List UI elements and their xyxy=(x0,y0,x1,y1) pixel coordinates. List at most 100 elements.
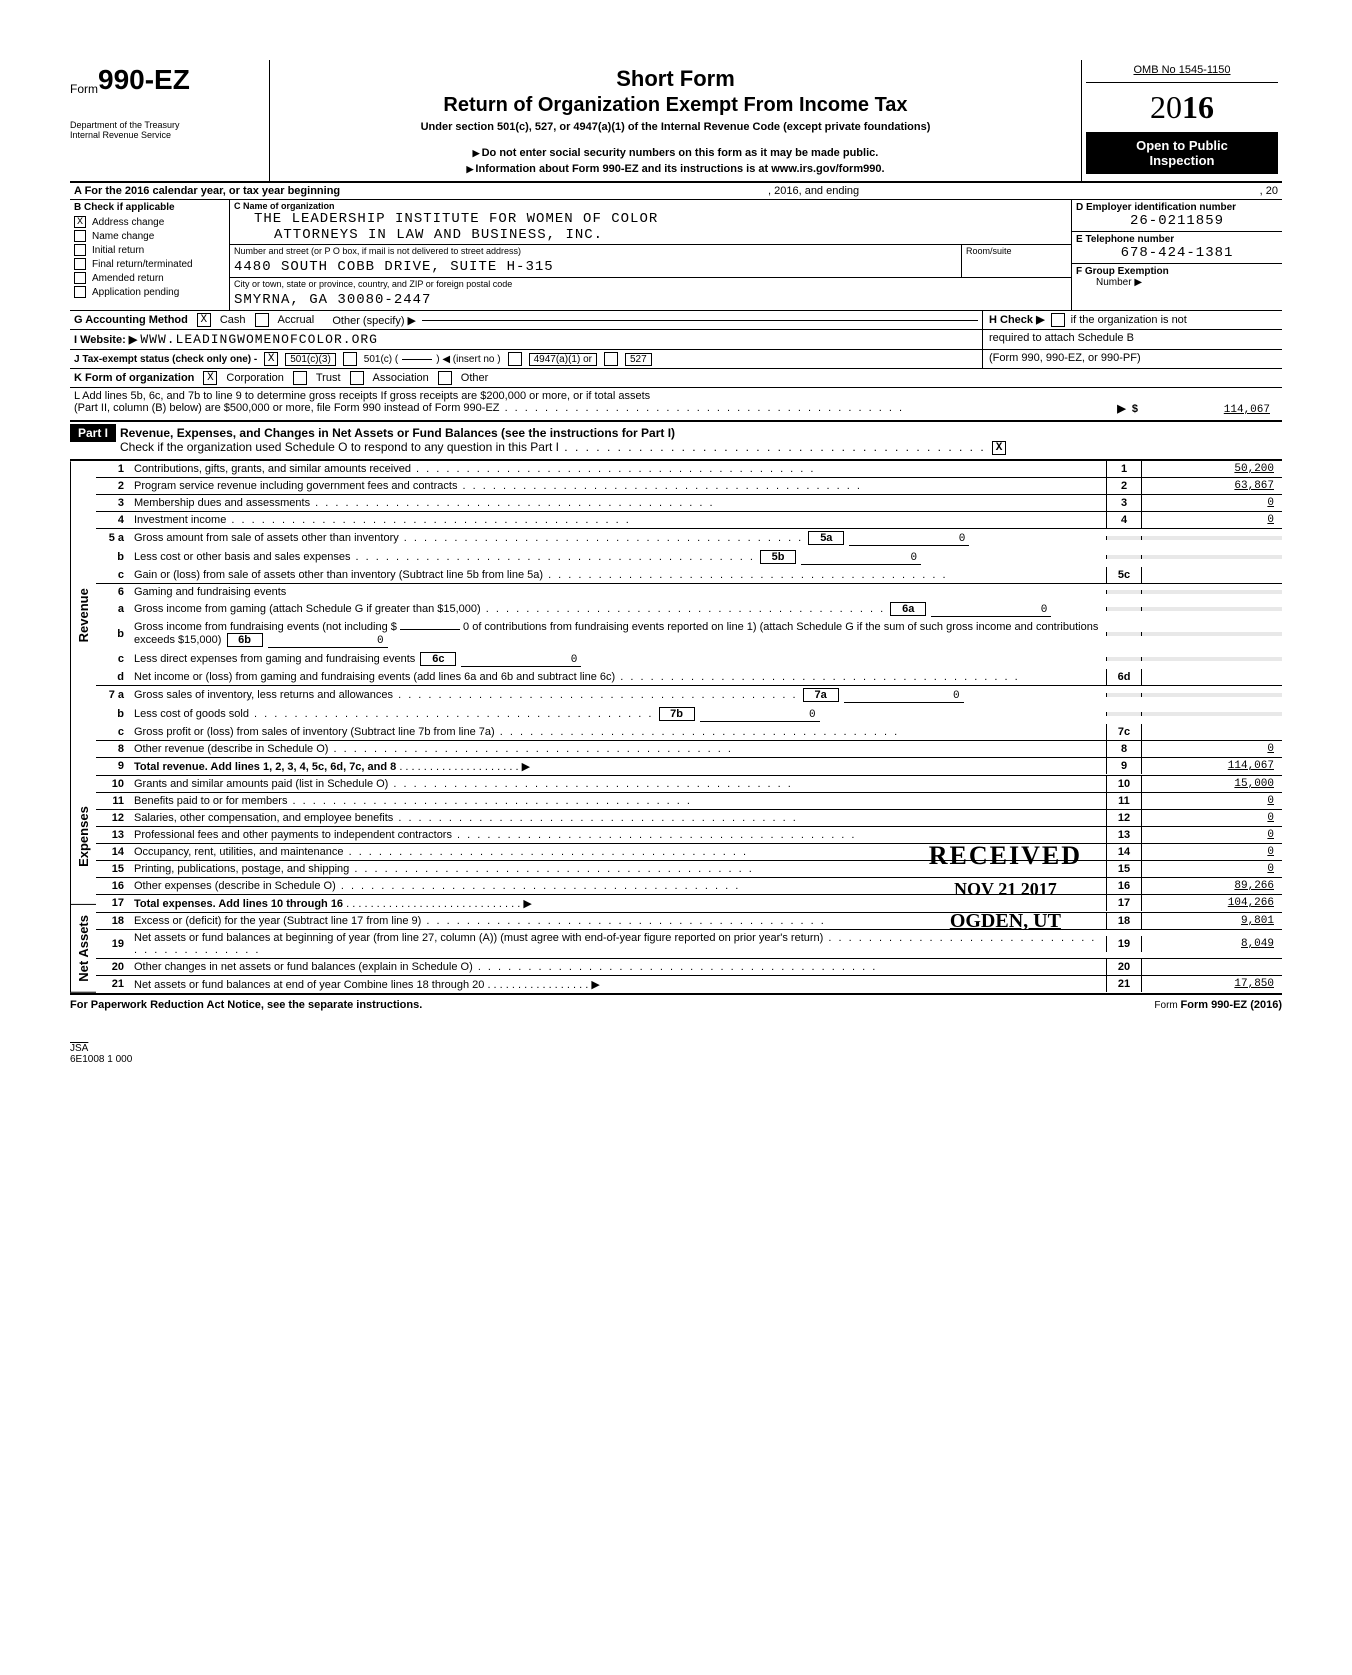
chk-527[interactable] xyxy=(604,352,618,366)
line-7a: 7 a Gross sales of inventory, less retur… xyxy=(96,686,1282,705)
chk-label: Application pending xyxy=(92,287,179,298)
chk-H[interactable] xyxy=(1051,313,1065,327)
line-num: 18 xyxy=(96,913,130,929)
line-box: 7c xyxy=(1106,724,1142,740)
line-amt xyxy=(1142,590,1282,594)
line-10: 10 Grants and similar amounts paid (list… xyxy=(96,776,1282,793)
room-header: Room/suite xyxy=(962,245,1071,257)
line-15: 15 Printing, publications, postage, and … xyxy=(96,861,1282,878)
line-desc: Gross income from fundraising events (no… xyxy=(130,619,1106,650)
line-box xyxy=(1106,555,1142,559)
org-address: 4480 SOUTH COBB DRIVE, SUITE H-315 xyxy=(230,257,961,277)
line-amt xyxy=(1142,730,1282,734)
line-num: 8 xyxy=(96,741,130,757)
year-prefix: 20 xyxy=(1150,89,1182,125)
chk-accrual[interactable] xyxy=(255,313,269,327)
form-version: Form Form 990-EZ (2016) xyxy=(1154,999,1282,1011)
dept-treasury: Department of the Treasury xyxy=(70,120,263,130)
line-desc: Contributions, gifts, grants, and simila… xyxy=(130,461,1106,477)
inner-box: 6a xyxy=(890,602,926,616)
chk-schedule-o[interactable]: X xyxy=(992,441,1006,455)
line-box xyxy=(1106,657,1142,661)
line-amt: 0 xyxy=(1142,741,1282,757)
line-amt: 0 xyxy=(1142,810,1282,826)
F-block: F Group Exemption Number ▶ xyxy=(1072,264,1282,290)
checkbox-icon: X xyxy=(74,216,86,228)
chk-initial-return[interactable]: Initial return xyxy=(70,243,229,257)
line-num: 21 xyxy=(96,976,130,992)
line-num: 13 xyxy=(96,827,130,843)
line-box: 18 xyxy=(1106,913,1142,929)
part-I-title-block: Revenue, Expenses, and Changes in Net As… xyxy=(116,424,1282,457)
line-num: 17 xyxy=(96,895,130,911)
chk-corp[interactable]: X xyxy=(203,371,217,385)
G-label: G Accounting Method xyxy=(74,314,188,326)
line-desc: Net assets or fund balances at beginning… xyxy=(130,930,1106,958)
L-amount: 114,067 xyxy=(1138,402,1278,418)
line-num: 16 xyxy=(96,878,130,894)
chk-address-change[interactable]: XAddress change xyxy=(70,215,229,229)
section-BCDEF: B Check if applicable XAddress change Na… xyxy=(70,200,1282,311)
chk-name-change[interactable]: Name change xyxy=(70,229,229,243)
chk-label: Amended return xyxy=(92,273,164,284)
city-block: City or town, state or province, country… xyxy=(230,278,1071,310)
open-line2: Inspection xyxy=(1090,153,1274,168)
checkbox-icon xyxy=(74,272,86,284)
line-6a: a Gross income from gaming (attach Sched… xyxy=(96,600,1282,619)
line-box: 1 xyxy=(1106,461,1142,477)
line-num: 20 xyxy=(96,959,130,975)
line-box: 2 xyxy=(1106,478,1142,494)
inner-box: 5b xyxy=(760,550,796,564)
chk-cash[interactable]: X xyxy=(197,313,211,327)
line-7c: c Gross profit or (loss) from sales of i… xyxy=(96,724,1282,741)
line-6b: b Gross income from fundraising events (… xyxy=(96,619,1282,650)
501c-label: 501(c) ( xyxy=(364,354,398,365)
section-revenue-label: Revenue xyxy=(70,461,96,769)
line-amt xyxy=(1142,632,1282,636)
open-to-public: Open to Public Inspection xyxy=(1086,132,1278,174)
line-desc: Salaries, other compensation, and employ… xyxy=(130,810,1106,826)
inner-amt: 0 xyxy=(700,709,820,722)
chk-501c[interactable] xyxy=(343,352,357,366)
assoc-label: Association xyxy=(373,372,429,384)
chk-4947[interactable] xyxy=(508,352,522,366)
form-990ez: Form990-EZ Department of the Treasury In… xyxy=(70,60,1282,1065)
line-amt xyxy=(1142,693,1282,697)
line-18: 18 Excess or (deficit) for the year (Sub… xyxy=(96,913,1282,930)
inner-box: 7b xyxy=(659,707,695,721)
line-num: 5 a xyxy=(96,530,130,546)
527-label: 527 xyxy=(625,353,652,366)
chk-application-pending[interactable]: Application pending xyxy=(70,285,229,299)
received-stamp: RECEIVED NOV 21 2017 OGDEN, UT xyxy=(929,841,1082,933)
chk-501c3[interactable]: X xyxy=(264,352,278,366)
line-num: a xyxy=(96,601,130,617)
chk-final-return[interactable]: Final return/terminated xyxy=(70,257,229,271)
line-12: 12 Salaries, other compensation, and emp… xyxy=(96,810,1282,827)
line-num: 2 xyxy=(96,478,130,494)
line-box: 8 xyxy=(1106,741,1142,757)
line-box: 16 xyxy=(1106,878,1142,894)
chk-trust[interactable] xyxy=(293,371,307,385)
C-block: C Name of organization THE LEADERSHIP IN… xyxy=(230,200,1071,245)
line-amt: 104,266 xyxy=(1142,895,1282,911)
line-K: K Form of organization XCorporation Trus… xyxy=(70,369,1282,388)
chk-assoc[interactable] xyxy=(350,371,364,385)
line-11: 11 Benefits paid to or for members 11 0 xyxy=(96,793,1282,810)
other-org-label: Other xyxy=(461,372,489,384)
E-header: E Telephone number xyxy=(1076,234,1278,245)
line-num: 6 xyxy=(96,584,130,600)
line-amt: 63,867 xyxy=(1142,478,1282,494)
line-desc: Other revenue (describe in Schedule O) xyxy=(130,741,1106,757)
form-header: Form990-EZ Department of the Treasury In… xyxy=(70,60,1282,183)
H-tail2: required to attach Schedule B xyxy=(982,330,1282,349)
line-21: 21 Net assets or fund balances at end of… xyxy=(96,976,1282,993)
addr-header: Number and street (or P O box, if mail i… xyxy=(230,245,961,257)
header-right: OMB No 1545-1150 2016 Open to Public Ins… xyxy=(1082,60,1282,181)
chk-amended-return[interactable]: Amended return xyxy=(70,271,229,285)
line-num: 9 xyxy=(96,758,130,774)
warn-info: Information about Form 990-EZ and its in… xyxy=(280,163,1071,175)
line-num: b xyxy=(96,549,130,565)
C-header: C Name of organization xyxy=(234,201,1067,211)
line-amt: 9,801 xyxy=(1142,913,1282,929)
chk-other-org[interactable] xyxy=(438,371,452,385)
